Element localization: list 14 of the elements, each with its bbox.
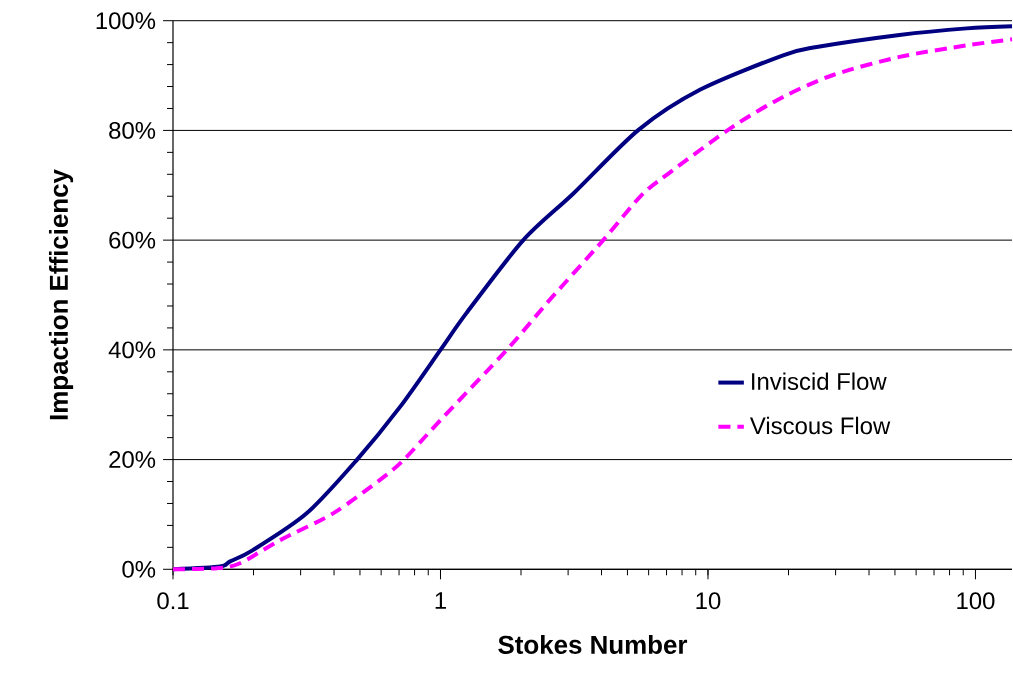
y-tick-label: 20% [109, 451, 156, 469]
legend-label: Inviscid Flow [752, 372, 887, 390]
y-axis-title: Impaction Efficiency [48, 169, 74, 420]
y-tick-label: 80% [109, 121, 156, 139]
y-tick-label: 100% [96, 12, 156, 30]
x-tick-label: 1 [435, 592, 446, 609]
y-tick-label: 0% [122, 560, 156, 578]
x-tick-label: 100 [957, 592, 995, 610]
legend-label: Viscous Flow [749, 416, 891, 435]
x-tick-label: 10 [696, 592, 721, 610]
y-tick-label: 60% [109, 231, 156, 249]
y-tick-label: 40% [108, 341, 156, 359]
x-axis-title: Stokes Number [498, 634, 688, 654]
x-tick-label: 0.1 [157, 592, 189, 610]
